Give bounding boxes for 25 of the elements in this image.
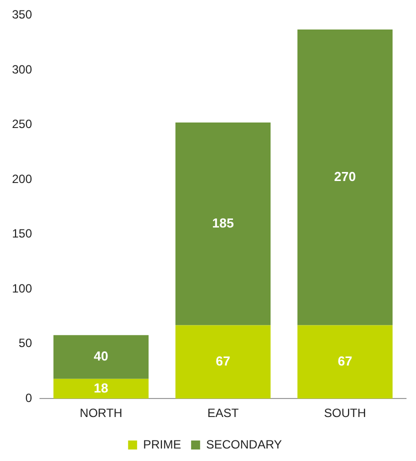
data-label: 67	[216, 353, 230, 368]
bar	[175, 122, 271, 326]
x-tick-label: SOUTH	[324, 406, 366, 420]
bar	[297, 29, 393, 326]
data-label: 270	[334, 168, 356, 184]
y-tick-label: 150	[12, 226, 32, 241]
data-label: 40	[94, 348, 108, 364]
y-tick-label: 50	[18, 336, 32, 350]
y-tick-label: 200	[12, 172, 32, 186]
legend-label: PRIME	[143, 437, 182, 452]
y-tick-label: 0	[25, 390, 32, 405]
y-tick-label: 250	[12, 117, 32, 132]
x-tick-label: EAST	[207, 406, 240, 420]
bar	[297, 325, 393, 399]
y-tick-label: 350	[12, 8, 32, 22]
bar	[53, 335, 149, 379]
x-tick-label: NORTH	[80, 406, 122, 420]
bar	[175, 325, 271, 399]
y-tick-label: 100	[12, 281, 32, 296]
data-label: 18	[94, 380, 108, 396]
data-label: 67	[338, 353, 352, 368]
legend-label: SECONDARY	[206, 437, 282, 452]
bar	[53, 378, 149, 399]
data-label: 185	[212, 215, 234, 230]
y-tick-label: 300	[12, 62, 32, 76]
